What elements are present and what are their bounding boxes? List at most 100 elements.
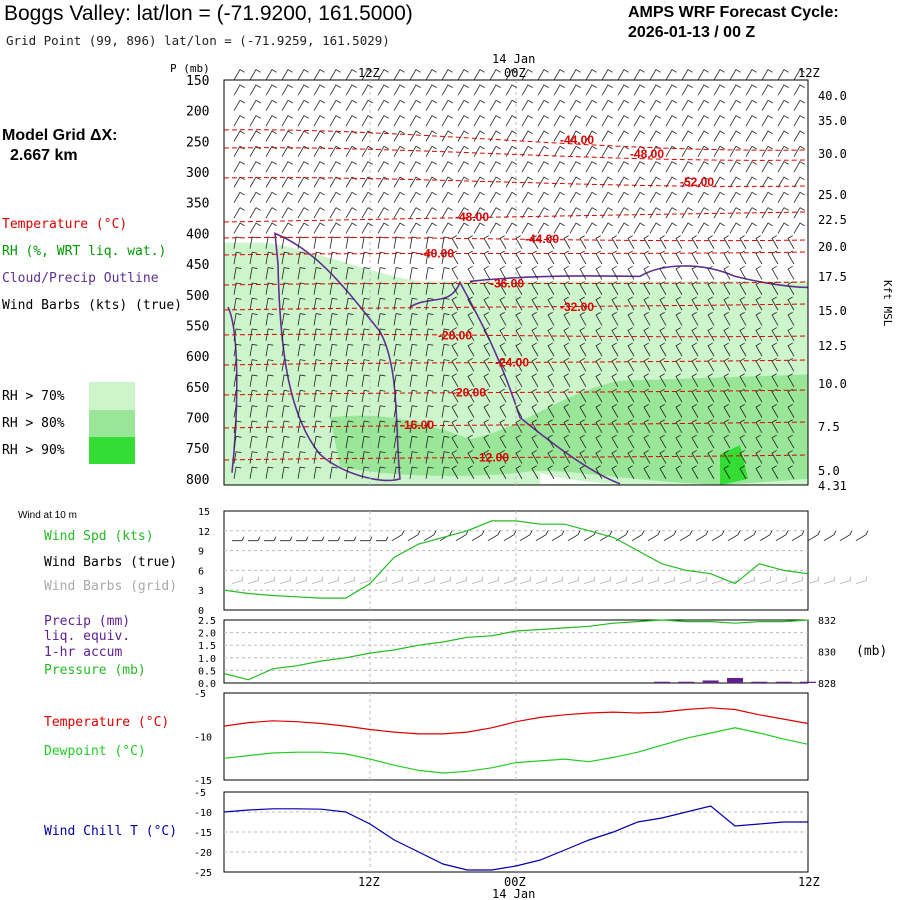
wind-barb — [691, 265, 699, 280]
wind-barb — [473, 222, 485, 234]
wind-barb-true — [264, 536, 277, 542]
wind-barb — [771, 312, 779, 326]
wind-barb — [611, 312, 619, 326]
isotherm-line — [223, 177, 809, 187]
wind-barb — [601, 130, 613, 142]
wind-barb — [505, 69, 517, 81]
wind-barb — [793, 222, 805, 234]
wind-barb — [361, 297, 370, 311]
pressure-tick-label: 700 — [186, 412, 209, 427]
wind-barb — [297, 451, 306, 464]
wind-barb — [659, 404, 667, 418]
wind-barb — [745, 161, 757, 173]
wind-barb — [649, 176, 661, 188]
wind-barb — [329, 451, 338, 464]
wind-barb — [361, 374, 370, 387]
wind-barb — [281, 84, 293, 96]
wind-barb — [713, 84, 725, 96]
wind-barb — [473, 115, 485, 127]
wind-barb — [627, 434, 635, 449]
height-tick-label: 25.0 — [818, 188, 847, 202]
wind-barb — [547, 250, 555, 265]
wind-barb — [451, 419, 459, 434]
wind-barb — [377, 313, 386, 326]
pressure-unit-label: (mb) — [856, 644, 887, 659]
wind-barb — [547, 419, 555, 434]
wind-barb — [761, 161, 773, 173]
wind-barb — [771, 388, 779, 403]
precip-bar — [654, 681, 670, 683]
wind-barb — [627, 265, 635, 280]
wind-barb — [761, 115, 773, 127]
wind-barb — [265, 466, 274, 479]
wind-barb — [681, 222, 693, 234]
wind-barb — [297, 374, 306, 387]
wind-barb — [675, 342, 683, 357]
wind-barb-true — [551, 530, 565, 542]
wind-barb — [377, 328, 386, 341]
wind-barb — [681, 191, 693, 203]
wind-barb — [265, 251, 274, 265]
wind-barb — [649, 191, 661, 203]
wind-barb — [377, 389, 386, 403]
wind-barb — [787, 312, 795, 326]
wind-barb-grid — [439, 576, 452, 584]
wind-barb — [691, 465, 699, 480]
wind-barb — [473, 145, 485, 157]
wind-barb — [537, 99, 549, 111]
wind-barb — [595, 265, 603, 280]
wind-barb — [547, 465, 555, 480]
wind-barb — [563, 235, 571, 249]
wind-barb — [281, 435, 290, 449]
wind-barb — [595, 358, 603, 372]
wind-barb — [329, 115, 341, 127]
wind-barb — [393, 389, 402, 403]
wind-barb — [739, 388, 747, 403]
wind-barb — [755, 450, 763, 464]
wind-barb — [553, 84, 565, 96]
wind-barb — [249, 191, 261, 203]
wind-barb — [265, 99, 277, 111]
wind-barb — [377, 297, 386, 311]
wind-barb — [361, 222, 373, 234]
wind-barb — [633, 145, 645, 157]
height-tick-label: 15.0 — [818, 304, 847, 318]
wind-barb — [233, 115, 245, 127]
isotherm-line — [223, 236, 809, 242]
height-tick-label: 30.0 — [818, 147, 847, 161]
wind-barb — [249, 313, 258, 326]
wind-barb — [515, 434, 523, 449]
wind-barb — [313, 435, 322, 449]
wind-barb — [249, 84, 261, 96]
wind-barb — [249, 466, 258, 479]
time-tick-bottom: 00Z — [504, 875, 526, 889]
wind-barb — [537, 161, 549, 173]
model-grid-label: Model Grid ΔX: — [2, 127, 118, 144]
wind-barb — [627, 296, 635, 311]
wind-barb — [297, 69, 309, 81]
precip-bar — [800, 681, 816, 683]
wind-barb — [531, 465, 539, 480]
wind-barb — [265, 420, 274, 433]
wind-barb — [409, 451, 418, 464]
wind-barb — [409, 191, 421, 203]
precip-bar — [727, 677, 743, 683]
wind-barb — [515, 250, 523, 265]
wind-barb — [377, 130, 389, 142]
wind-barb — [361, 69, 373, 81]
wind-barb — [585, 99, 597, 111]
wind-barb — [505, 145, 517, 157]
isotherm-label: -48.00 — [630, 147, 664, 161]
wind-barb — [297, 435, 306, 449]
wind-barb — [313, 236, 322, 249]
wind-barb — [761, 176, 773, 188]
wind-barb — [457, 99, 469, 111]
wind-barb — [345, 297, 354, 311]
wind-barb — [457, 161, 469, 173]
wind-barb — [723, 388, 731, 403]
wind-barb — [377, 451, 386, 464]
wind-barb — [483, 327, 491, 341]
wind-barb — [489, 84, 501, 96]
wind-barb — [579, 404, 587, 418]
wind-barb — [547, 235, 555, 249]
